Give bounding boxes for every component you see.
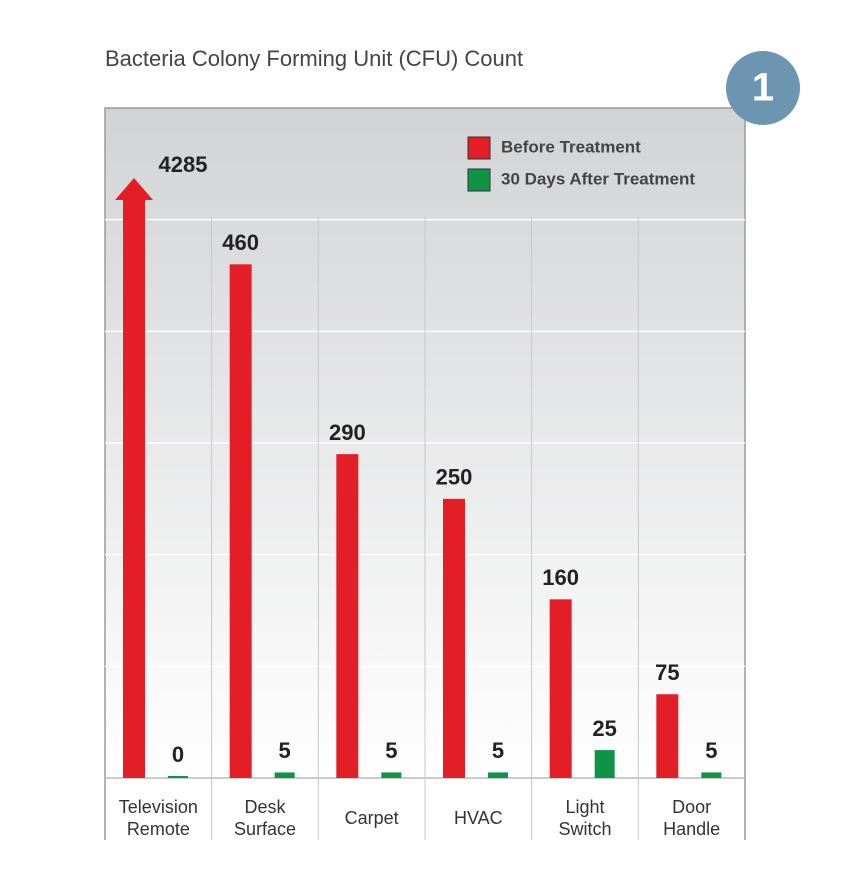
x-tick-line: Light — [565, 797, 604, 817]
x-tick-line: Switch — [558, 819, 611, 839]
x-tick-line: Surface — [234, 819, 296, 839]
x-tick-label: HVAC — [454, 808, 503, 828]
bar — [656, 694, 679, 778]
x-tick-line: Door — [672, 797, 711, 817]
bar — [381, 772, 402, 778]
value-label: 250 — [436, 465, 473, 490]
legend-swatch — [467, 168, 491, 192]
x-tick-line: Handle — [663, 819, 720, 839]
bar — [336, 454, 359, 778]
bar — [229, 264, 252, 778]
x-tick-line: HVAC — [454, 808, 503, 828]
value-label: 5 — [492, 738, 504, 763]
x-tick-line: Desk — [244, 797, 286, 817]
value-label: 460 — [222, 230, 259, 255]
bar — [115, 178, 153, 778]
x-tick-line: Carpet — [345, 808, 399, 828]
plot-border — [104, 107, 746, 840]
legend-swatch — [467, 136, 491, 160]
value-label: 25 — [592, 716, 616, 741]
x-tick-line: Television — [119, 797, 198, 817]
x-tick-line: Remote — [127, 819, 190, 839]
chart-title: Bacteria Colony Forming Unit (CFU) Count — [105, 46, 523, 71]
bar — [701, 772, 722, 778]
bar — [443, 498, 465, 778]
value-label: 4285 — [159, 152, 208, 177]
value-label: 290 — [329, 420, 366, 445]
value-label: 160 — [542, 565, 579, 590]
x-tick-label: Door Handle — [663, 797, 720, 839]
bar — [168, 776, 188, 778]
legend-label: Before Treatment — [501, 137, 641, 156]
x-tick-label: Carpet — [345, 808, 399, 828]
value-label: 5 — [279, 738, 291, 763]
bar — [274, 772, 295, 778]
x-tick-label: Light Switch — [558, 797, 611, 839]
x-tick-label: Desk Surface — [234, 797, 296, 839]
bar — [594, 750, 615, 778]
legend-label: 30 Days After Treatment — [501, 169, 695, 188]
bar — [488, 772, 508, 778]
badge — [726, 51, 800, 125]
value-label: 5 — [385, 738, 397, 763]
value-label: 75 — [655, 660, 679, 685]
value-label: 5 — [705, 738, 717, 763]
value-label: 0 — [172, 742, 184, 767]
bar — [549, 599, 572, 778]
badge-label: 1 — [752, 66, 774, 110]
x-tick-label: Television Remote — [119, 797, 198, 839]
